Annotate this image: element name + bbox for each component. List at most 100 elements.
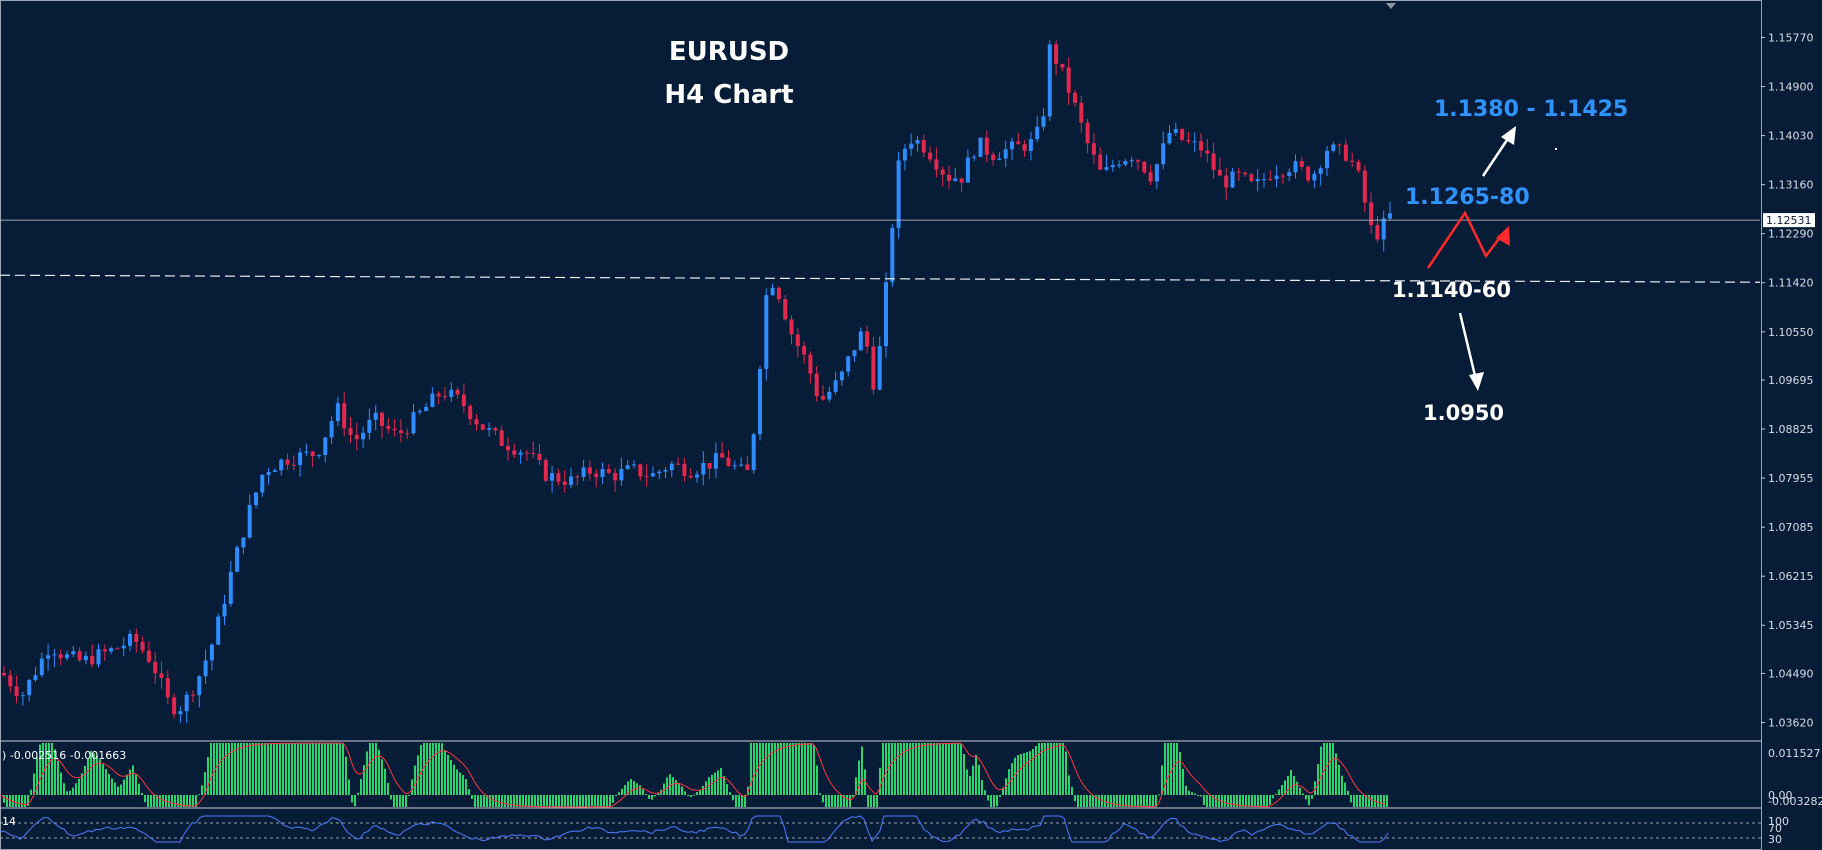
candle	[1224, 167, 1229, 200]
macd-bar	[303, 743, 305, 795]
macd-bar	[1143, 795, 1145, 807]
candle	[1350, 152, 1355, 168]
macd-bar	[1086, 795, 1088, 807]
candle	[613, 468, 618, 492]
macd-bar	[666, 777, 668, 795]
macd-bar	[1158, 794, 1160, 796]
candle	[247, 494, 252, 540]
macd-bar	[1287, 776, 1289, 795]
macd-bar	[1278, 789, 1280, 795]
candle	[342, 392, 347, 437]
macd-bar	[420, 745, 422, 795]
candle	[1318, 165, 1323, 186]
chart-title: EURUSD	[669, 37, 789, 67]
macd-bar	[363, 765, 365, 795]
macd-bar	[489, 795, 491, 807]
candle	[1199, 133, 1203, 158]
candle	[1104, 154, 1109, 172]
osc-axis-30: 30	[1768, 833, 1782, 846]
macd-bar	[1116, 795, 1118, 807]
macd-bar	[522, 795, 524, 807]
candle	[688, 468, 693, 479]
macd-bar	[1362, 795, 1364, 807]
macd-bar	[1044, 743, 1046, 795]
macd-bar	[1317, 763, 1319, 795]
macd-bar	[276, 743, 278, 795]
macd-bar	[243, 743, 245, 795]
candle	[14, 675, 19, 704]
macd-bar	[840, 795, 842, 807]
candle	[1047, 40, 1052, 122]
macd-bar	[1179, 751, 1181, 795]
macd-bar	[1266, 795, 1268, 807]
macd-bar	[1365, 795, 1367, 807]
macd-bar	[360, 778, 362, 795]
macd-bar	[567, 795, 569, 807]
macd-bar	[225, 743, 227, 795]
macd-bar	[519, 795, 521, 807]
candle	[480, 424, 485, 431]
candle	[827, 386, 832, 403]
candle	[1129, 156, 1134, 168]
macd-bar	[1026, 752, 1028, 795]
candle	[411, 404, 416, 436]
candle	[109, 646, 114, 655]
shift-marker-icon[interactable]	[1386, 3, 1396, 9]
price-axis-label: 1.11420	[1768, 277, 1814, 290]
macd-bar	[945, 743, 947, 795]
macd-bar	[903, 743, 905, 795]
macd-bar	[60, 772, 62, 795]
candle	[1192, 132, 1197, 153]
candle	[890, 224, 895, 287]
macd-bar	[156, 795, 158, 807]
macd-bar	[255, 743, 257, 795]
osc-axis-70: 70	[1768, 822, 1782, 835]
candle	[1249, 172, 1254, 183]
macd-bar	[102, 764, 104, 795]
macd-bar	[975, 755, 977, 795]
macd-bar	[510, 795, 512, 807]
candle	[1066, 57, 1071, 105]
candle	[713, 442, 718, 478]
candle	[424, 402, 429, 412]
macd-bar	[900, 743, 902, 795]
macd-bar	[1356, 795, 1358, 807]
macd-bar	[153, 795, 155, 807]
candle	[537, 443, 542, 466]
price-axis-label: 1.14030	[1768, 130, 1814, 143]
candle	[638, 463, 643, 481]
macd-bar	[1152, 795, 1154, 807]
macd-bar	[804, 743, 806, 795]
candle	[1205, 139, 1210, 163]
candle	[1306, 165, 1311, 183]
macd-bar	[1353, 795, 1355, 807]
macd-bar	[606, 795, 608, 807]
macd-bar	[1062, 743, 1064, 795]
candle	[959, 178, 964, 192]
macd-bar	[159, 795, 161, 807]
macd-bar	[705, 781, 707, 795]
macd-bar	[966, 769, 968, 795]
macd-bar	[594, 795, 596, 807]
macd-bar	[189, 795, 191, 807]
candle	[625, 459, 630, 470]
macd-bar	[339, 743, 341, 795]
macd-bar	[330, 743, 332, 795]
chart-frame	[0, 0, 1762, 850]
macd-bar	[1020, 754, 1022, 795]
macd-signal-line	[0, 742, 1387, 808]
candle	[266, 468, 271, 485]
candle	[329, 416, 334, 445]
macd-bar	[69, 790, 71, 795]
macd-bar	[1320, 746, 1322, 795]
macd-bar	[696, 792, 698, 795]
macd-bar	[564, 795, 566, 807]
macd-bar	[1029, 751, 1031, 795]
macd-bar	[654, 795, 656, 797]
candle	[833, 371, 838, 395]
candle	[512, 443, 517, 459]
macd-bar	[585, 795, 587, 807]
candle	[348, 416, 353, 444]
macd-bar	[663, 783, 665, 795]
